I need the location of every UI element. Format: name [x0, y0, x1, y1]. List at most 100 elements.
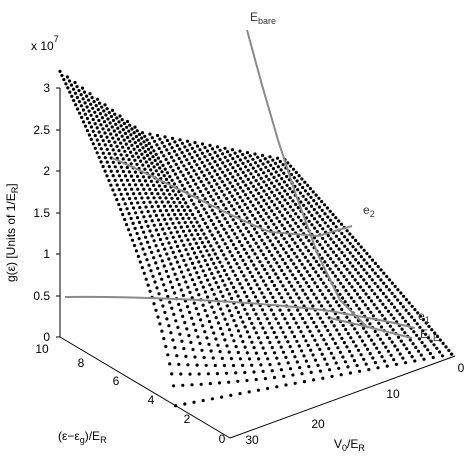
data-point [277, 173, 281, 177]
data-point [238, 195, 242, 199]
data-point [253, 152, 257, 156]
data-point [281, 247, 286, 251]
data-point [394, 362, 398, 366]
data-point [241, 170, 245, 175]
data-point [326, 328, 330, 333]
data-point [318, 243, 322, 247]
data-point [233, 160, 237, 164]
data-point [243, 156, 247, 160]
data-point [231, 175, 235, 179]
data-point [376, 366, 380, 370]
data-point [109, 169, 113, 173]
data-point [311, 353, 315, 357]
data-point [262, 198, 266, 202]
data-point [98, 112, 102, 116]
data-point [265, 271, 269, 276]
data-point [339, 281, 343, 285]
data-point [243, 345, 247, 349]
data-point [280, 185, 284, 190]
data-point [324, 285, 328, 289]
data-point [384, 306, 388, 310]
data-point [216, 285, 221, 289]
data-point [103, 156, 107, 160]
data-point [259, 204, 263, 208]
data-point [236, 163, 240, 168]
data-point [188, 290, 192, 294]
data-point [129, 162, 133, 166]
data-point [215, 145, 220, 149]
data-point [328, 209, 332, 213]
data-point [421, 329, 425, 333]
data-point [270, 279, 274, 284]
data-point [85, 94, 89, 98]
data-point [127, 197, 132, 201]
data-point [264, 174, 268, 178]
data-point [138, 260, 142, 264]
data-point [318, 288, 322, 293]
data-point [313, 226, 317, 230]
data-point [279, 326, 283, 330]
data-point [270, 199, 274, 203]
data-point [249, 286, 253, 290]
data-point [323, 357, 327, 361]
data-point [304, 207, 308, 211]
data-point [356, 271, 360, 275]
data-point [213, 160, 217, 164]
data-point [315, 239, 319, 243]
data-point [110, 125, 114, 129]
data-point [264, 211, 268, 216]
data-point [225, 273, 229, 277]
data-point [266, 357, 270, 361]
data-point [209, 349, 213, 353]
data-point [326, 215, 330, 219]
data-point [186, 252, 190, 256]
data-point [180, 254, 184, 258]
data-point [356, 348, 361, 352]
data-point [245, 312, 249, 316]
data-point [354, 248, 358, 252]
data-point [235, 262, 239, 266]
data-point [207, 181, 211, 185]
data-point [286, 292, 290, 296]
data-point [185, 148, 189, 152]
data-point [401, 316, 405, 320]
data-point [225, 187, 229, 191]
data-point [184, 354, 188, 358]
data-point [367, 368, 371, 372]
data-point [211, 198, 215, 202]
data-point [275, 179, 279, 183]
data-point [223, 242, 227, 246]
data-point [185, 139, 190, 143]
data-point [158, 254, 162, 258]
data-point [410, 315, 414, 319]
data-point [125, 119, 130, 124]
data-point [206, 372, 210, 376]
data-point [318, 214, 322, 218]
data-point [66, 86, 70, 90]
data-point [356, 261, 361, 265]
data-point [181, 229, 186, 233]
data-point [195, 144, 200, 148]
data-point [148, 245, 152, 249]
data-point [424, 332, 428, 336]
data-point [357, 251, 361, 255]
data-point [281, 284, 285, 288]
data-point [208, 152, 212, 157]
data-point [65, 75, 70, 79]
data-point [175, 217, 179, 221]
data-point [373, 271, 377, 275]
data-point [234, 345, 238, 349]
data-point [210, 156, 215, 160]
data-point [238, 298, 242, 303]
data-point [283, 227, 287, 231]
data-point [166, 200, 170, 204]
data-point [282, 171, 286, 175]
data-point [320, 200, 324, 204]
data-point [197, 275, 201, 280]
data-point [183, 177, 188, 181]
data-point [329, 292, 333, 296]
data-point [388, 324, 392, 328]
data-point [272, 351, 277, 355]
data-point [290, 237, 294, 241]
data-point [201, 324, 205, 328]
